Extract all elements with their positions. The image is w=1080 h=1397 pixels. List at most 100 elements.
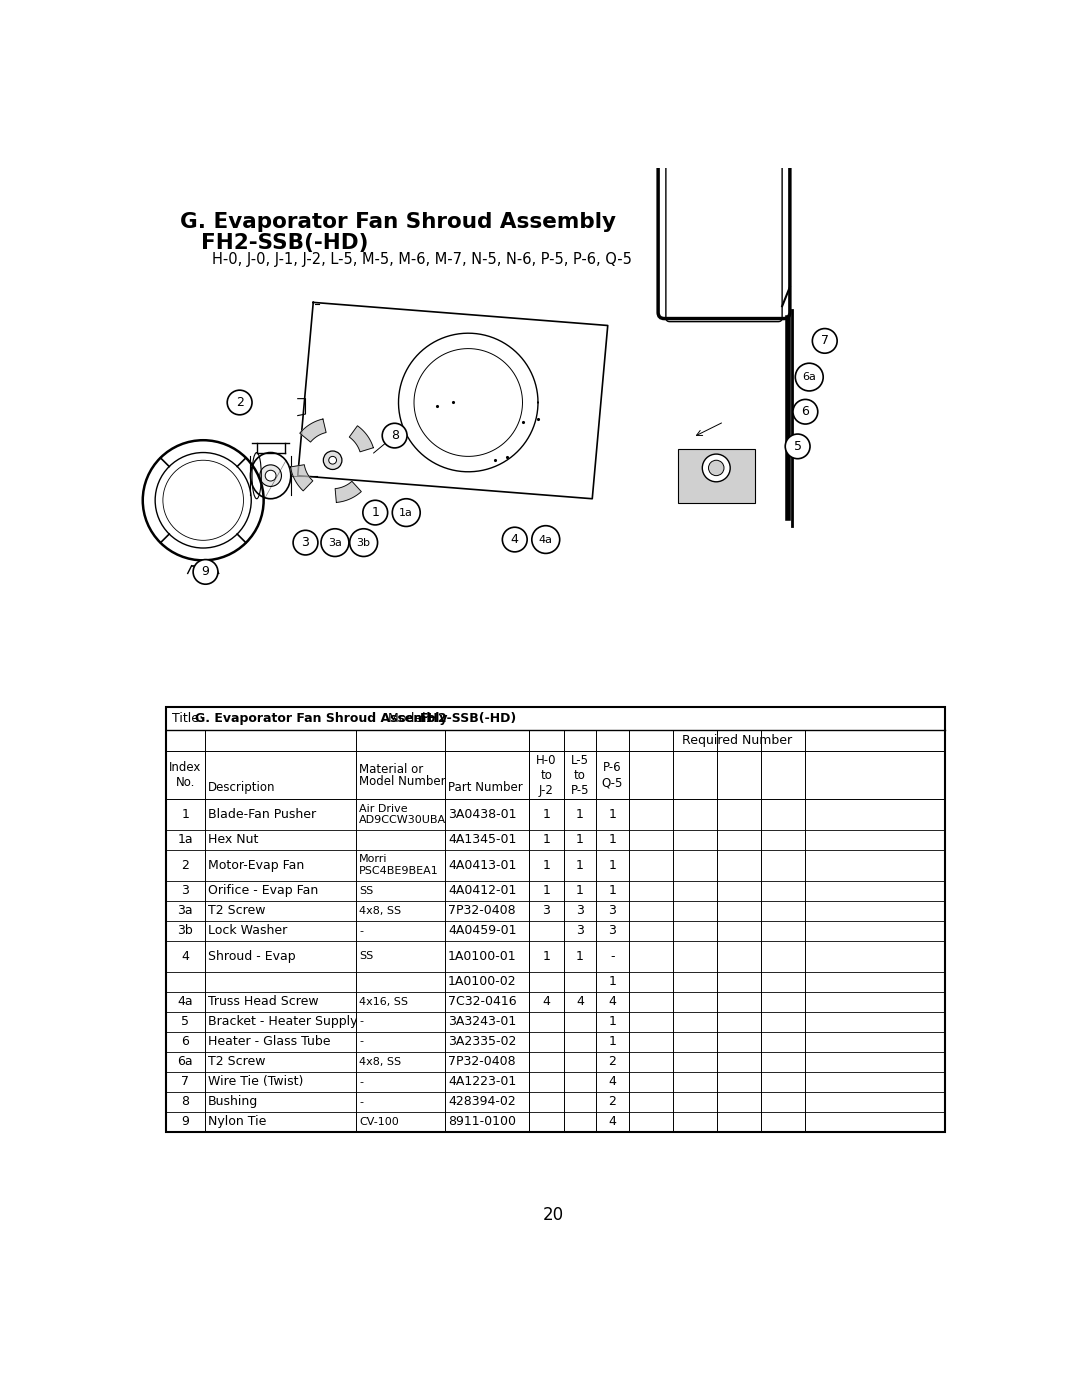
Circle shape xyxy=(193,560,218,584)
Text: 8: 8 xyxy=(181,1095,189,1108)
Circle shape xyxy=(812,328,837,353)
Text: Hex Nut: Hex Nut xyxy=(207,834,258,847)
Circle shape xyxy=(260,465,282,486)
Text: Part Number: Part Number xyxy=(448,781,523,795)
Circle shape xyxy=(702,454,730,482)
Text: SS: SS xyxy=(359,951,374,961)
Text: Motor-Evap Fan: Motor-Evap Fan xyxy=(207,859,305,872)
Text: 1: 1 xyxy=(542,884,550,897)
Text: -: - xyxy=(359,1037,363,1046)
Polygon shape xyxy=(349,426,374,451)
Text: 6: 6 xyxy=(801,405,809,418)
Text: 5: 5 xyxy=(181,1016,189,1028)
Text: 1: 1 xyxy=(542,950,550,963)
Text: 4A0413-01: 4A0413-01 xyxy=(448,859,516,872)
Text: H-0
to
J-2: H-0 to J-2 xyxy=(536,753,556,796)
Text: L-5
to
P-5: L-5 to P-5 xyxy=(570,753,589,796)
Text: Nylon Tie: Nylon Tie xyxy=(207,1115,267,1129)
Text: 7P32-0408: 7P32-0408 xyxy=(448,1055,516,1069)
Text: 1: 1 xyxy=(542,859,550,872)
Text: 4x8, SS: 4x8, SS xyxy=(359,905,401,915)
Text: 3a: 3a xyxy=(328,538,342,548)
Text: H-0, J-0, J-1, J-2, L-5, M-5, M-6, M-7, N-5, N-6, P-5, P-6, Q-5: H-0, J-0, J-1, J-2, L-5, M-5, M-6, M-7, … xyxy=(213,253,633,267)
Text: 7: 7 xyxy=(821,334,828,348)
Text: 7P32-0408: 7P32-0408 xyxy=(448,904,516,918)
Text: Index
No.: Index No. xyxy=(170,761,202,789)
Text: 2: 2 xyxy=(181,859,189,872)
Text: 1A0100-01: 1A0100-01 xyxy=(448,950,516,963)
Text: 8: 8 xyxy=(391,429,399,441)
Circle shape xyxy=(350,529,378,556)
Text: 1: 1 xyxy=(608,859,617,872)
Text: Required Number: Required Number xyxy=(681,733,792,747)
Text: 1a: 1a xyxy=(177,834,193,847)
Text: 1: 1 xyxy=(608,884,617,897)
Circle shape xyxy=(382,423,407,448)
Text: Heater - Glass Tube: Heater - Glass Tube xyxy=(207,1035,330,1048)
Circle shape xyxy=(328,457,337,464)
Text: Model:: Model: xyxy=(373,711,434,725)
Text: 6a: 6a xyxy=(177,1055,193,1069)
Text: Morri
PSC4BE9BEA1: Morri PSC4BE9BEA1 xyxy=(359,855,438,876)
Text: 7: 7 xyxy=(181,1076,189,1088)
Circle shape xyxy=(392,499,420,527)
Circle shape xyxy=(387,427,403,443)
Text: 2: 2 xyxy=(235,395,244,409)
Text: FH2-SSB(-HD): FH2-SSB(-HD) xyxy=(420,711,517,725)
Circle shape xyxy=(323,451,342,469)
Circle shape xyxy=(321,529,349,556)
Text: 1a: 1a xyxy=(400,507,414,518)
Text: Blade-Fan Pusher: Blade-Fan Pusher xyxy=(207,807,316,821)
Text: 3: 3 xyxy=(542,904,550,918)
Text: 9: 9 xyxy=(181,1115,189,1129)
Text: 4a: 4a xyxy=(539,535,553,545)
Text: Bracket - Heater Supply: Bracket - Heater Supply xyxy=(207,1016,357,1028)
Text: 3: 3 xyxy=(181,884,189,897)
Text: 1: 1 xyxy=(608,1016,617,1028)
Circle shape xyxy=(227,390,252,415)
Text: 3a: 3a xyxy=(177,904,193,918)
Text: 3b: 3b xyxy=(177,925,193,937)
Text: Shroud - Evap: Shroud - Evap xyxy=(207,950,296,963)
Text: 4a: 4a xyxy=(177,995,193,1009)
Text: 4: 4 xyxy=(511,534,518,546)
Text: 4x16, SS: 4x16, SS xyxy=(359,996,408,1007)
Text: 1: 1 xyxy=(542,807,550,821)
Text: 2: 2 xyxy=(608,1095,617,1108)
Text: Truss Head Screw: Truss Head Screw xyxy=(207,995,319,1009)
Circle shape xyxy=(363,500,388,525)
Text: Orifice - Evap Fan: Orifice - Evap Fan xyxy=(207,884,319,897)
Circle shape xyxy=(793,400,818,425)
Text: 8911-0100: 8911-0100 xyxy=(448,1115,516,1129)
Text: 1: 1 xyxy=(181,807,189,821)
Text: Lock Washer: Lock Washer xyxy=(207,925,287,937)
Text: Wire Tie (Twist): Wire Tie (Twist) xyxy=(207,1076,303,1088)
Bar xyxy=(166,707,945,1132)
Text: 1: 1 xyxy=(372,506,379,520)
Text: Bushing: Bushing xyxy=(207,1095,258,1108)
Text: P-6
Q-5: P-6 Q-5 xyxy=(602,761,623,789)
Text: Material or: Material or xyxy=(359,763,423,775)
Text: CV-100: CV-100 xyxy=(359,1116,399,1126)
Circle shape xyxy=(502,527,527,552)
Text: 4: 4 xyxy=(608,995,617,1009)
Text: 1: 1 xyxy=(608,807,617,821)
Text: 3: 3 xyxy=(576,925,584,937)
Text: 4: 4 xyxy=(181,950,189,963)
Text: 1: 1 xyxy=(576,884,584,897)
Text: G. Evaporator Fan Shroud Assembly: G. Evaporator Fan Shroud Assembly xyxy=(195,711,448,725)
Text: 3: 3 xyxy=(608,904,617,918)
Text: 3b: 3b xyxy=(356,538,370,548)
Text: 428394-02: 428394-02 xyxy=(448,1095,516,1108)
Text: 6a: 6a xyxy=(802,372,816,383)
Bar xyxy=(677,448,755,503)
Text: 4: 4 xyxy=(576,995,584,1009)
Circle shape xyxy=(785,434,810,458)
Text: 3: 3 xyxy=(301,536,310,549)
Circle shape xyxy=(531,525,559,553)
Polygon shape xyxy=(300,419,326,441)
Text: -: - xyxy=(359,1017,363,1027)
Polygon shape xyxy=(335,482,362,503)
Text: -: - xyxy=(359,1097,363,1106)
Polygon shape xyxy=(291,465,313,490)
